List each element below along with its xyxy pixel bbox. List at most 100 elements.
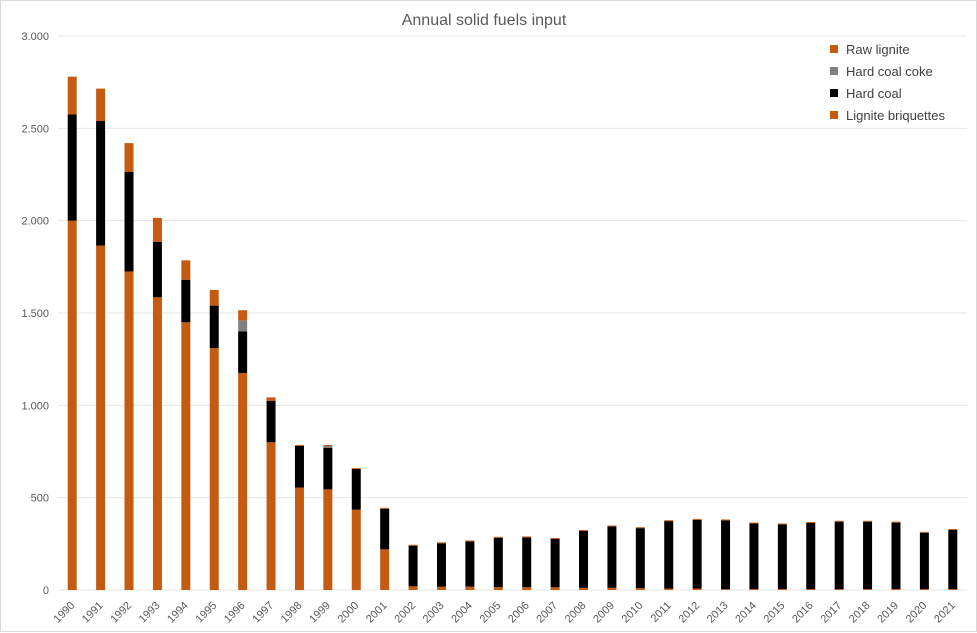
x-tick-label: 2001 bbox=[364, 600, 390, 626]
bar-segment-hard-coal-2012 bbox=[692, 519, 702, 589]
x-tick-label: 2019 bbox=[875, 600, 901, 626]
bar-segment-lignite-briquettes-2007 bbox=[550, 587, 560, 590]
bar-segment-lignite-briquettes-1999 bbox=[323, 489, 333, 590]
legend-label: Hard coal coke bbox=[846, 64, 933, 79]
x-tick-label: 2016 bbox=[790, 600, 816, 626]
bar-segment-lignite-briquettes-2021 bbox=[948, 589, 958, 590]
bar-segment-hard-coal-2018 bbox=[863, 521, 873, 590]
x-tick-label: 2007 bbox=[534, 600, 560, 626]
bar-segment-raw-lignite-2016 bbox=[806, 522, 816, 523]
x-tick-label: 1991 bbox=[80, 600, 106, 626]
x-tick-label: 1997 bbox=[250, 600, 276, 626]
bars bbox=[67, 76, 958, 590]
x-tick-label: 1990 bbox=[52, 600, 78, 626]
bar-segment-lignite-briquettes-2014 bbox=[749, 589, 759, 590]
bar-segment-raw-lignite-1991 bbox=[96, 88, 106, 121]
bar-segment-lignite-briquettes-1994 bbox=[181, 322, 191, 590]
bar-segment-hard-coal-2001 bbox=[380, 508, 390, 550]
bar-segment-raw-lignite-2005 bbox=[493, 536, 503, 538]
bar-segment-lignite-briquettes-2015 bbox=[777, 589, 787, 590]
bar-segment-hard-coal-2016 bbox=[806, 522, 816, 590]
bar-segment-hard-coal-2003 bbox=[436, 543, 446, 587]
bar-segment-raw-lignite-2010 bbox=[635, 527, 645, 529]
bar-segment-lignite-briquettes-1990 bbox=[67, 220, 77, 590]
bar-segment-lignite-briquettes-1996 bbox=[238, 373, 248, 590]
bar-segment-raw-lignite-2014 bbox=[749, 522, 759, 524]
bar-segment-hard-coal-1993 bbox=[152, 241, 162, 298]
x-tick-label: 1999 bbox=[307, 600, 333, 626]
bar-segment-lignite-briquettes-1991 bbox=[96, 245, 106, 590]
bar-segment-raw-lignite-1998 bbox=[294, 445, 304, 446]
y-tick-label: 0 bbox=[43, 585, 49, 597]
bar-segment-raw-lignite-2019 bbox=[891, 521, 901, 523]
bar-segment-raw-lignite-2021 bbox=[948, 529, 958, 530]
bar-segment-hard-coal-2020 bbox=[919, 532, 929, 590]
bar-segment-lignite-briquettes-2009 bbox=[607, 587, 617, 590]
bar-segment-raw-lignite-2015 bbox=[777, 523, 787, 525]
bar-segment-hard-coal-2015 bbox=[777, 524, 787, 590]
bar-segment-raw-lignite-2001 bbox=[380, 507, 390, 509]
bar-segment-hard-coal-2005 bbox=[493, 537, 503, 588]
bar-segment-hard-coal-1991 bbox=[96, 120, 106, 246]
bar-segment-raw-lignite-2018 bbox=[863, 520, 873, 522]
bar-segment-raw-lignite-2006 bbox=[522, 536, 532, 538]
bar-segment-hard-coal-1997 bbox=[266, 400, 276, 443]
bar-segment-raw-lignite-1994 bbox=[181, 260, 191, 280]
x-tick-label: 2000 bbox=[336, 600, 362, 626]
bar-segment-lignite-briquettes-2020 bbox=[919, 589, 929, 590]
bar-segment-raw-lignite-2007 bbox=[550, 537, 560, 539]
bar-segment-lignite-briquettes-2004 bbox=[465, 586, 475, 590]
bar-segment-lignite-briquettes-2002 bbox=[408, 586, 418, 590]
bar-segment-raw-lignite-2009 bbox=[607, 525, 617, 527]
bar-segment-lignite-briquettes-2018 bbox=[863, 589, 873, 590]
bar-segment-hard-coal-2011 bbox=[664, 521, 674, 589]
bar-segment-lignite-briquettes-2010 bbox=[635, 588, 645, 590]
bar-segment-lignite-briquettes-1997 bbox=[266, 442, 276, 590]
bar-segment-raw-lignite-2017 bbox=[834, 520, 844, 522]
legend-swatch bbox=[830, 67, 838, 75]
bar-segment-hard-coal-coke-1996 bbox=[238, 320, 248, 332]
bar-segment-raw-lignite-2004 bbox=[465, 540, 475, 542]
bar-segment-raw-lignite-2000 bbox=[351, 468, 361, 470]
bar-segment-hard-coal-1999 bbox=[323, 447, 333, 490]
bar-segment-raw-lignite-1990 bbox=[67, 76, 77, 115]
bar-segment-lignite-briquettes-2008 bbox=[579, 587, 589, 590]
bar-segment-hard-coal-1990 bbox=[67, 114, 77, 221]
x-tick-label: 1994 bbox=[165, 600, 191, 626]
bar-segment-hard-coal-2008 bbox=[579, 530, 589, 588]
bar-segment-lignite-briquettes-1998 bbox=[294, 487, 304, 590]
x-tick-label: 1996 bbox=[222, 600, 248, 626]
bar-segment-raw-lignite-1992 bbox=[124, 143, 134, 172]
bar-segment-hard-coal-2007 bbox=[550, 538, 560, 588]
bar-segment-hard-coal-2004 bbox=[465, 541, 475, 587]
bar-segment-raw-lignite-1993 bbox=[152, 217, 162, 242]
y-tick-label: 2.500 bbox=[21, 123, 49, 135]
bar-segment-lignite-briquettes-2012 bbox=[692, 588, 702, 590]
x-tick-label: 2003 bbox=[421, 600, 447, 626]
bar-segment-raw-lignite-2008 bbox=[579, 529, 589, 531]
x-tick-label: 2005 bbox=[478, 600, 504, 626]
bar-segment-lignite-briquettes-2011 bbox=[664, 588, 674, 590]
bar-segment-hard-coal-2014 bbox=[749, 523, 759, 590]
bar-segment-hard-coal-2000 bbox=[351, 469, 361, 510]
bar-segment-raw-lignite-2011 bbox=[664, 520, 674, 522]
bar-segment-lignite-briquettes-2001 bbox=[380, 549, 390, 590]
bar-segment-hard-coal-2013 bbox=[721, 520, 731, 590]
x-tick-label: 1993 bbox=[137, 600, 163, 626]
legend-label: Lignite briquettes bbox=[846, 108, 946, 123]
x-tick-label: 2018 bbox=[847, 600, 873, 626]
x-tick-label: 2011 bbox=[649, 600, 674, 625]
legend-label: Raw lignite bbox=[846, 42, 910, 57]
bar-segment-lignite-briquettes-1995 bbox=[209, 348, 219, 590]
x-tick-label: 2010 bbox=[620, 600, 646, 626]
x-tick-label: 1995 bbox=[194, 600, 220, 626]
legend-swatch bbox=[830, 111, 838, 119]
bar-segment-hard-coal-1994 bbox=[181, 279, 191, 323]
x-tick-label: 1992 bbox=[108, 600, 134, 626]
bar-segment-raw-lignite-1996 bbox=[238, 310, 248, 321]
bar-segment-raw-lignite-1995 bbox=[209, 289, 219, 306]
gridlines bbox=[58, 35, 967, 591]
y-tick-label: 3.000 bbox=[21, 31, 49, 43]
bar-segment-hard-coal-coke-1999 bbox=[323, 445, 333, 448]
